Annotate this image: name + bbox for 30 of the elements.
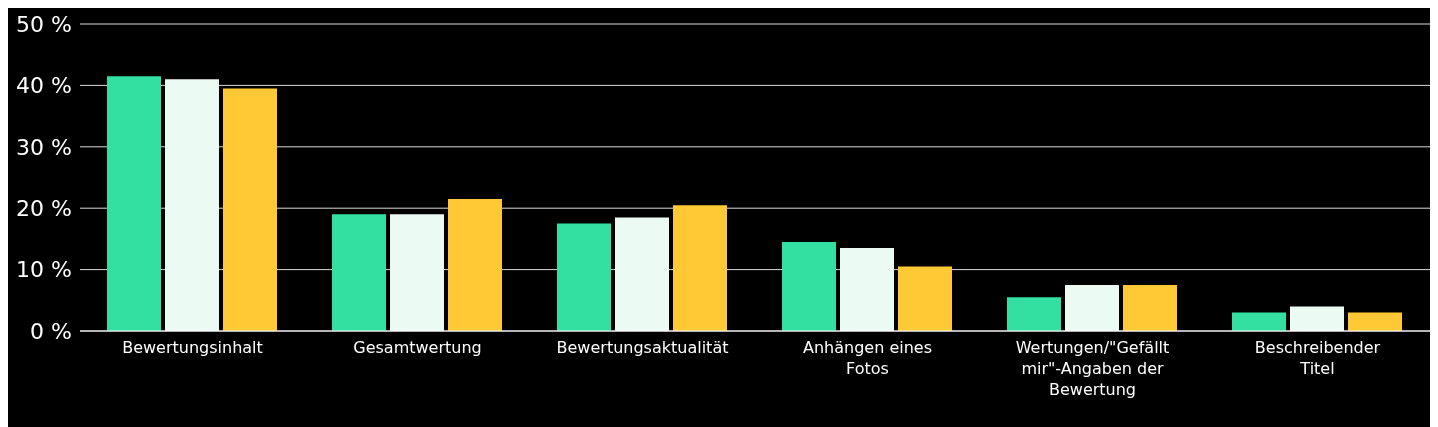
y-tick-label: 10 %: [16, 257, 72, 283]
x-tick-label: Bewertungsaktualität: [556, 338, 729, 357]
y-tick-label: 0 %: [30, 318, 72, 344]
x-tick-label: Bewertungsinhalt: [122, 338, 263, 357]
bar: [223, 88, 277, 331]
bar: [165, 79, 219, 331]
bar: [1065, 284, 1119, 331]
bar: [557, 223, 611, 331]
bar: [782, 241, 836, 331]
bar: [1123, 284, 1177, 331]
bar: [615, 217, 669, 331]
bar: [1007, 297, 1061, 331]
bar: [1290, 306, 1344, 331]
bar: [673, 205, 727, 331]
bar: [1232, 312, 1286, 331]
bar: [898, 266, 952, 331]
bar: [1348, 312, 1402, 331]
x-tick-label: Gesamtwertung: [353, 338, 482, 357]
bar: [840, 248, 894, 331]
y-tick-label: 40 %: [16, 73, 72, 99]
y-tick-label: 20 %: [16, 196, 72, 222]
y-tick-label: 30 %: [16, 134, 72, 160]
bar: [332, 214, 386, 331]
bar: [448, 198, 502, 331]
bar: [107, 76, 161, 331]
bar: [390, 214, 444, 331]
x-tick-label: Beschreibender Titel: [1254, 338, 1381, 378]
x-tick-label: Anhängen eines Fotos: [802, 338, 933, 378]
y-tick-label: 50 %: [16, 11, 72, 37]
x-tick-label: Wertungen/"Gefällt mir"-Angaben der Bewertung: [1015, 338, 1170, 399]
